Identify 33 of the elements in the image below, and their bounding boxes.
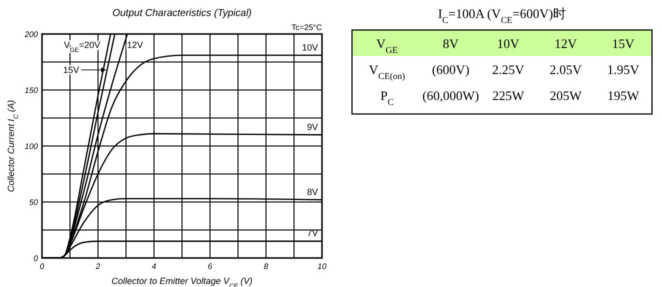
text: 8V	[442, 36, 459, 51]
y-tick-label: 200	[24, 30, 39, 39]
series-label: 9V	[306, 122, 318, 132]
y-tick-label: 100	[24, 142, 39, 151]
text: 225W	[492, 88, 524, 103]
y-tick-label: 150	[24, 86, 39, 95]
text: Tc=25°C	[291, 23, 322, 32]
text: 2.25V	[492, 62, 524, 77]
chart-title: Output Characteristics (Typical)	[112, 8, 252, 19]
text: V$_{CE(on)}$	[368, 62, 406, 81]
text: (600V)	[432, 62, 470, 77]
text: I$_{C}$=100A (V$_{CE}$=600V)时	[438, 6, 566, 25]
y-tick-label: 0	[34, 254, 39, 263]
x-tick-label: 2	[94, 262, 101, 271]
x-tick-label: 10	[318, 262, 327, 271]
text: P$_{C}$	[380, 88, 394, 107]
text: 2.05V	[550, 62, 582, 77]
x-tick-label: 8	[264, 262, 269, 271]
series-label: 8V	[306, 186, 318, 197]
text: V$_{GE}$	[376, 36, 398, 55]
text: 195W	[607, 88, 640, 103]
series-label: 10V	[302, 42, 318, 52]
text: 15V	[612, 36, 634, 51]
text: 10V	[497, 36, 520, 51]
text: 12V	[554, 36, 577, 51]
x-tick-label: 4	[152, 262, 157, 271]
series-label: 12V	[126, 40, 143, 50]
x-tick-label: 0	[40, 262, 45, 271]
text: 205W	[550, 88, 582, 103]
text: 1.95V	[607, 62, 640, 77]
x-tick-label: 6	[208, 262, 213, 271]
text: (60,000W)	[422, 88, 480, 103]
y-tick-label: 50	[29, 198, 39, 207]
